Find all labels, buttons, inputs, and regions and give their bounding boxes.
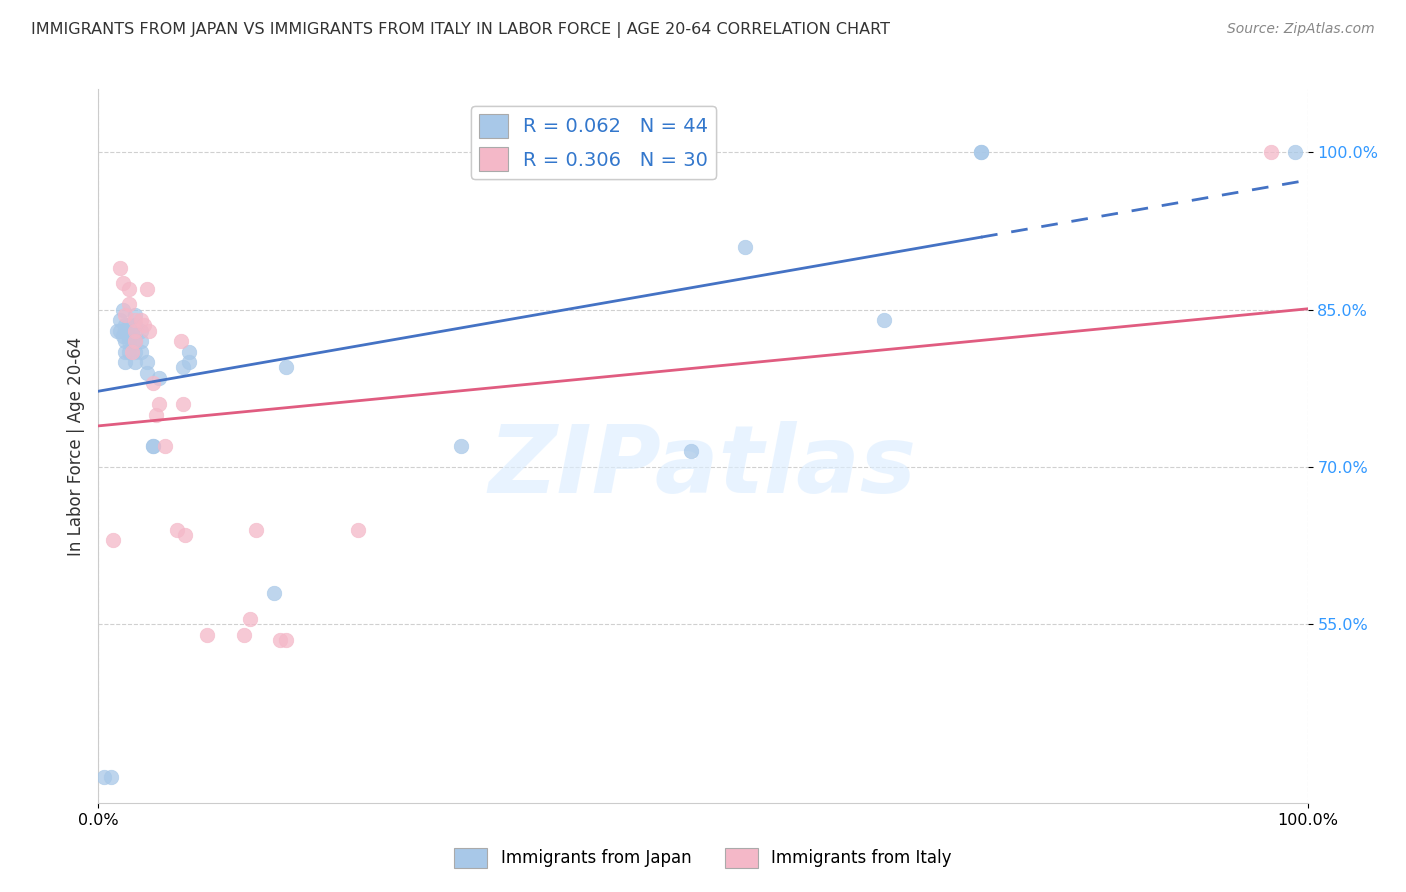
Point bbox=[142, 376, 165, 390]
Point bbox=[129, 334, 152, 348]
Point bbox=[239, 612, 262, 626]
Point bbox=[145, 408, 167, 422]
Point bbox=[124, 334, 146, 348]
Text: IMMIGRANTS FROM JAPAN VS IMMIGRANTS FROM ITALY IN LABOR FORCE | AGE 20-64 CORREL: IMMIGRANTS FROM JAPAN VS IMMIGRANTS FROM… bbox=[31, 22, 890, 38]
Point bbox=[135, 366, 157, 380]
Point bbox=[172, 360, 194, 375]
Text: ZIPatlas: ZIPatlas bbox=[489, 421, 917, 514]
Point bbox=[121, 324, 143, 338]
Point bbox=[111, 302, 134, 317]
Point bbox=[274, 633, 297, 648]
Point bbox=[135, 355, 157, 369]
Point bbox=[148, 397, 170, 411]
Point bbox=[124, 324, 146, 338]
Point bbox=[129, 313, 152, 327]
Point bbox=[124, 318, 146, 333]
Point bbox=[118, 344, 141, 359]
Point bbox=[138, 324, 160, 338]
Point bbox=[124, 334, 146, 348]
Point bbox=[129, 344, 152, 359]
Point bbox=[153, 439, 176, 453]
Point bbox=[118, 282, 141, 296]
Point bbox=[108, 324, 131, 338]
Legend: R = 0.062   N = 44, R = 0.306   N = 30: R = 0.062 N = 44, R = 0.306 N = 30 bbox=[471, 106, 716, 178]
Point bbox=[114, 308, 136, 322]
Point bbox=[232, 628, 254, 642]
Point bbox=[124, 355, 146, 369]
Point bbox=[142, 439, 165, 453]
Point bbox=[129, 324, 152, 338]
Point bbox=[118, 334, 141, 348]
Point bbox=[134, 318, 156, 333]
Point bbox=[873, 313, 896, 327]
Point bbox=[124, 313, 146, 327]
Point bbox=[124, 308, 146, 322]
Point bbox=[118, 297, 141, 311]
Point bbox=[347, 523, 370, 537]
Point bbox=[1284, 145, 1306, 160]
Point bbox=[179, 355, 201, 369]
Point bbox=[142, 439, 165, 453]
Point bbox=[111, 328, 134, 343]
Point bbox=[114, 324, 136, 338]
Point bbox=[734, 239, 756, 253]
Point bbox=[269, 633, 291, 648]
Legend: Immigrants from Japan, Immigrants from Italy: Immigrants from Japan, Immigrants from I… bbox=[447, 841, 959, 875]
Point bbox=[111, 277, 134, 291]
Point bbox=[174, 528, 197, 542]
Point bbox=[100, 770, 122, 784]
Point bbox=[118, 328, 141, 343]
Point bbox=[121, 334, 143, 348]
Point bbox=[114, 318, 136, 333]
Y-axis label: In Labor Force | Age 20-64: In Labor Force | Age 20-64 bbox=[66, 336, 84, 556]
Point bbox=[274, 360, 297, 375]
Point bbox=[1260, 145, 1282, 160]
Point bbox=[101, 533, 124, 548]
Point bbox=[179, 344, 201, 359]
Point bbox=[118, 318, 141, 333]
Point bbox=[263, 586, 285, 600]
Point bbox=[93, 770, 115, 784]
Point bbox=[114, 355, 136, 369]
Point bbox=[114, 344, 136, 359]
Point bbox=[108, 313, 131, 327]
Point bbox=[108, 260, 131, 275]
Point bbox=[124, 344, 146, 359]
Point bbox=[135, 282, 157, 296]
Point bbox=[450, 439, 472, 453]
Text: Source: ZipAtlas.com: Source: ZipAtlas.com bbox=[1227, 22, 1375, 37]
Point bbox=[245, 523, 267, 537]
Point bbox=[169, 334, 191, 348]
Point bbox=[195, 628, 218, 642]
Point bbox=[970, 145, 993, 160]
Point bbox=[148, 371, 170, 385]
Point bbox=[166, 523, 188, 537]
Point bbox=[970, 145, 993, 160]
Point bbox=[172, 397, 194, 411]
Point bbox=[105, 324, 128, 338]
Point bbox=[679, 444, 702, 458]
Point bbox=[114, 334, 136, 348]
Point bbox=[121, 344, 143, 359]
